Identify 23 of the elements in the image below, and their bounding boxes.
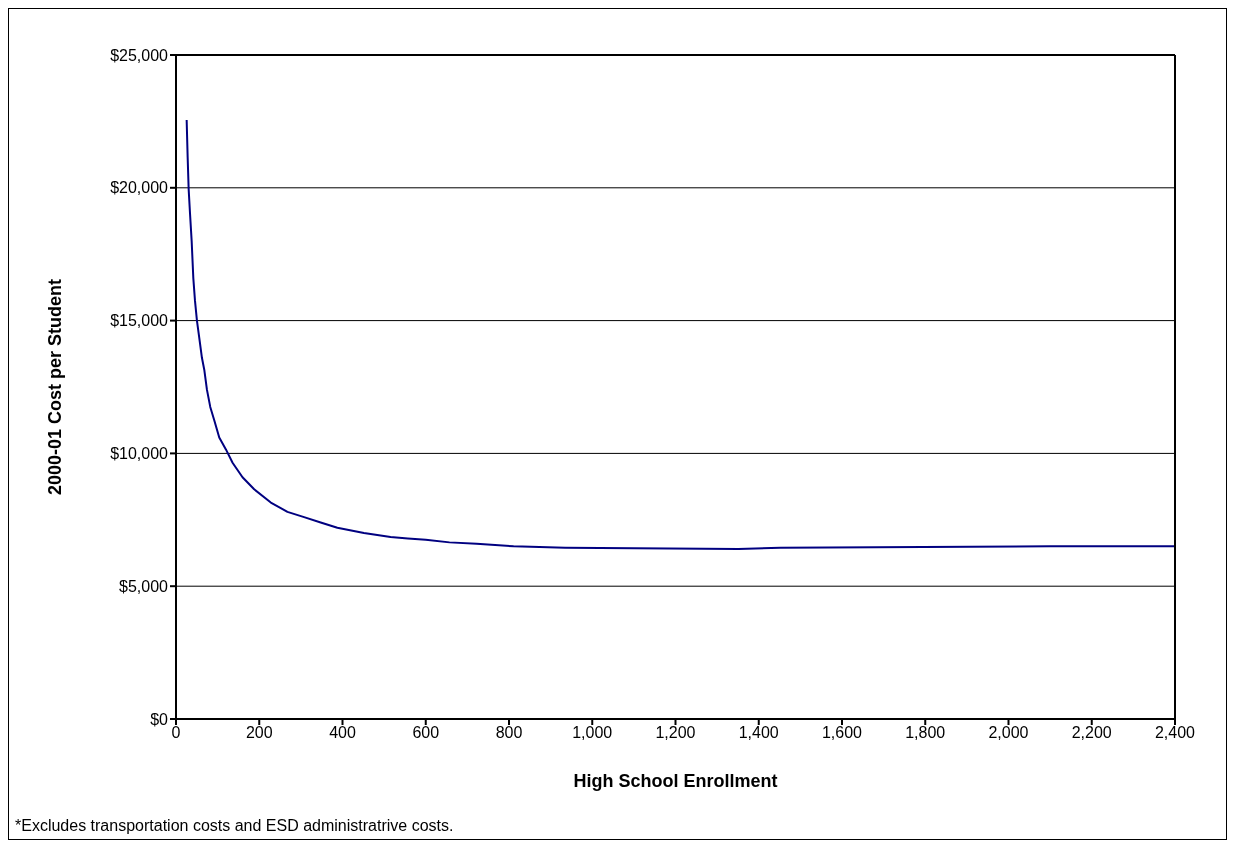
x-tick-label: 1,800 — [905, 724, 946, 742]
x-tick-label: 400 — [329, 724, 356, 742]
y-tick-label: $10,000 — [110, 445, 169, 463]
y-tick-label: $25,000 — [110, 46, 169, 64]
line-series — [185, 119, 1175, 551]
x-tick-label: 800 — [495, 724, 523, 742]
x-tick-label: 1,200 — [655, 724, 696, 742]
x-tick-label: 0 — [171, 724, 181, 742]
y-tick-label: $15,000 — [110, 312, 169, 330]
y-tick-label: $20,000 — [110, 179, 169, 197]
x-tick-label: 1,000 — [572, 724, 613, 742]
y-tick-label: $0 — [150, 710, 169, 728]
x-tick-label: 600 — [412, 724, 440, 742]
x-tick-label: 1,600 — [821, 724, 863, 742]
x-axis-title: High School Enrollment — [573, 771, 778, 791]
x-tick-label: 200 — [245, 724, 273, 742]
text: *Excludes transportation costs and ESD administratrive costs. — [15, 817, 454, 835]
x-tick-label: 2,200 — [1071, 724, 1112, 742]
x-tick-label: 1,400 — [738, 724, 779, 742]
x-tick-label: 2,400 — [1154, 724, 1196, 742]
y-tick-label: $5,000 — [119, 577, 169, 595]
y-axis-title: 2000-01 Cost per Student — [45, 278, 66, 496]
x-tick-label: 2,000 — [988, 724, 1029, 742]
